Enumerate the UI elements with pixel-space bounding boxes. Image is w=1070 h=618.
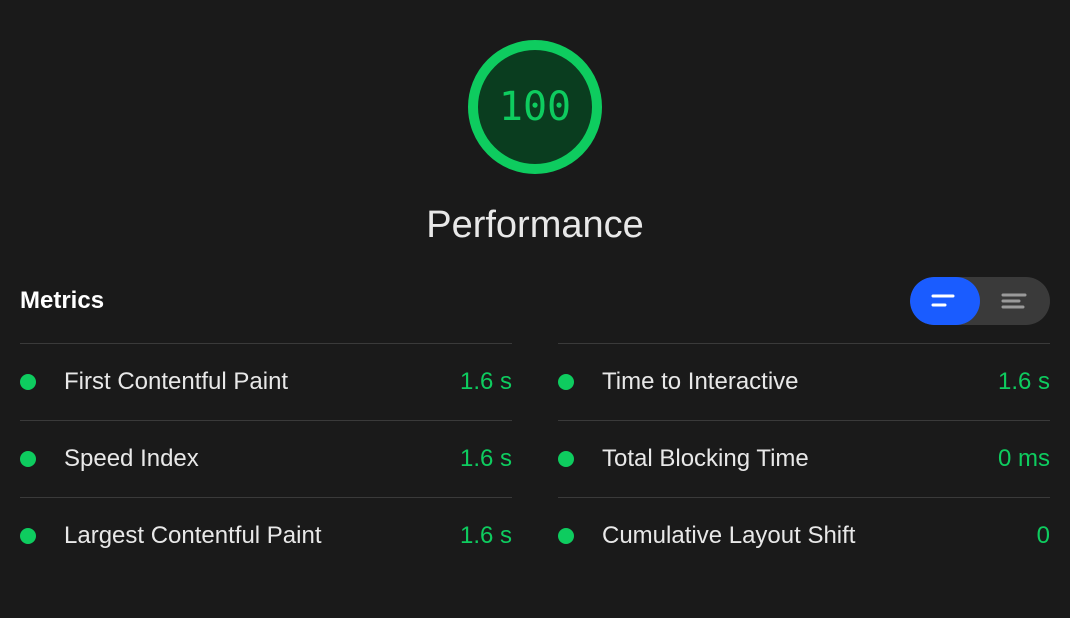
metric-name: Cumulative Layout Shift — [602, 522, 1037, 550]
metric-name: Time to Interactive — [602, 368, 998, 396]
metric-row: Cumulative Layout Shift 0 — [558, 497, 1050, 574]
metrics-header: Metrics — [20, 277, 1050, 343]
metric-value: 1.6 s — [460, 368, 512, 396]
metric-name: First Contentful Paint — [64, 368, 460, 396]
status-dot-icon — [20, 451, 36, 467]
status-dot-icon — [558, 528, 574, 544]
status-dot-icon — [558, 451, 574, 467]
metric-row: Total Blocking Time 0 ms — [558, 420, 1050, 497]
metrics-section-label: Metrics — [20, 287, 104, 315]
score-value: 100 — [499, 84, 571, 130]
view-toggle-expanded-button[interactable] — [910, 277, 980, 325]
metric-value: 1.6 s — [460, 445, 512, 473]
status-dot-icon — [20, 374, 36, 390]
metric-value: 0 ms — [998, 445, 1050, 473]
view-toggle — [910, 277, 1050, 325]
metric-value: 1.6 s — [460, 522, 512, 550]
expanded-lines-icon — [931, 291, 959, 311]
metric-name: Largest Contentful Paint — [64, 522, 460, 550]
status-dot-icon — [20, 528, 36, 544]
metric-name: Total Blocking Time — [602, 445, 998, 473]
score-title: Performance — [426, 204, 644, 247]
metric-name: Speed Index — [64, 445, 460, 473]
collapsed-lines-icon — [1001, 291, 1029, 311]
score-gauge: 100 — [463, 35, 607, 179]
metric-value: 1.6 s — [998, 368, 1050, 396]
metric-row: Time to Interactive 1.6 s — [558, 343, 1050, 420]
metric-row: First Contentful Paint 1.6 s — [20, 343, 512, 420]
metric-row: Largest Contentful Paint 1.6 s — [20, 497, 512, 574]
metric-row: Speed Index 1.6 s — [20, 420, 512, 497]
metrics-grid: First Contentful Paint 1.6 s Time to Int… — [20, 343, 1050, 574]
status-dot-icon — [558, 374, 574, 390]
score-container: 100 Performance — [20, 35, 1050, 247]
metric-value: 0 — [1037, 522, 1050, 550]
view-toggle-collapsed-button[interactable] — [980, 277, 1050, 325]
